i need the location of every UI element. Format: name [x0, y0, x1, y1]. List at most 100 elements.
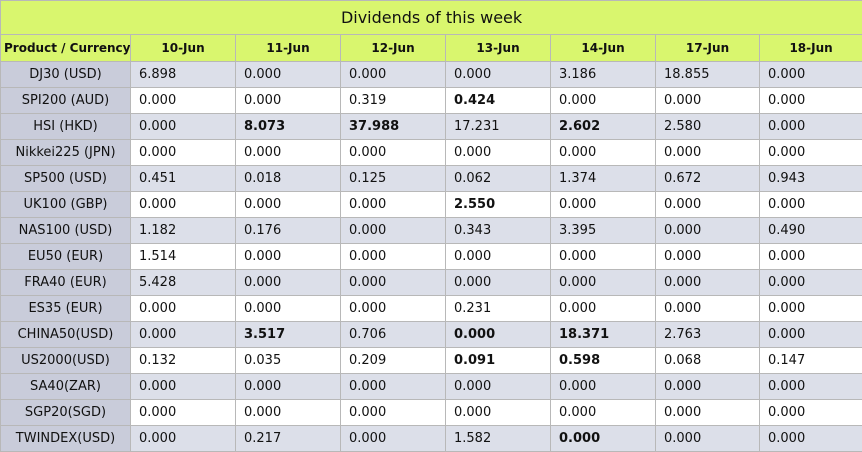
dividend-value-cell: 0.000: [760, 114, 862, 140]
column-header-date: 17-Jun: [656, 35, 760, 62]
dividend-value-cell: 0.000: [446, 322, 551, 348]
dividend-value-cell: 0.000: [551, 374, 656, 400]
dividend-value-cell: 0.000: [236, 244, 341, 270]
dividend-value-cell: 3.186: [551, 62, 656, 88]
product-cell: UK100 (GBP): [1, 192, 131, 218]
dividend-value-cell: 0.000: [236, 270, 341, 296]
dividend-value-cell: 0.000: [760, 296, 862, 322]
dividend-value-cell: 0.035: [236, 348, 341, 374]
dividend-value-cell: 0.068: [656, 348, 760, 374]
dividend-value-cell: 0.000: [656, 270, 760, 296]
dividend-value-cell: 0.000: [656, 88, 760, 114]
dividend-value-cell: 0.000: [446, 270, 551, 296]
dividend-value-cell: 0.000: [551, 88, 656, 114]
dividend-value-cell: 0.209: [341, 348, 446, 374]
dividend-value-cell: 0.000: [656, 426, 760, 452]
product-cell: SP500 (USD): [1, 166, 131, 192]
product-cell: SA40(ZAR): [1, 374, 131, 400]
dividend-value-cell: 0.490: [760, 218, 862, 244]
product-cell: ES35 (EUR): [1, 296, 131, 322]
dividend-value-cell: 0.000: [341, 192, 446, 218]
dividend-value-cell: 0.000: [236, 62, 341, 88]
column-header-date: 11-Jun: [236, 35, 341, 62]
product-cell: SGP20(SGD): [1, 400, 131, 426]
dividend-value-cell: 0.000: [656, 296, 760, 322]
dividend-value-cell: 18.855: [656, 62, 760, 88]
dividend-value-cell: 0.000: [341, 400, 446, 426]
dividend-value-cell: 0.000: [760, 244, 862, 270]
product-cell: CHINA50(USD): [1, 322, 131, 348]
dividend-value-cell: 0.132: [131, 348, 236, 374]
dividend-value-cell: 0.451: [131, 166, 236, 192]
column-header-product: Product / Currency: [1, 35, 131, 62]
dividend-value-cell: 5.428: [131, 270, 236, 296]
product-cell: Nikkei225 (JPN): [1, 140, 131, 166]
dividend-value-cell: 0.000: [760, 140, 862, 166]
product-cell: TWINDEX(USD): [1, 426, 131, 452]
product-cell: FRA40 (EUR): [1, 270, 131, 296]
dividend-value-cell: 0.000: [656, 140, 760, 166]
dividend-value-cell: 0.000: [446, 62, 551, 88]
dividend-value-cell: 0.000: [551, 270, 656, 296]
dividend-value-cell: 18.371: [551, 322, 656, 348]
column-header-date: 18-Jun: [760, 35, 862, 62]
dividend-value-cell: 0.000: [760, 400, 862, 426]
dividend-value-cell: 0.000: [551, 296, 656, 322]
dividend-value-cell: 0.000: [236, 192, 341, 218]
dividend-value-cell: 0.000: [446, 374, 551, 400]
dividend-value-cell: 0.125: [341, 166, 446, 192]
dividend-value-cell: 0.000: [551, 400, 656, 426]
dividend-value-cell: 0.000: [760, 270, 862, 296]
dividend-value-cell: 0.062: [446, 166, 551, 192]
dividend-value-cell: 0.672: [656, 166, 760, 192]
column-header-date: 13-Jun: [446, 35, 551, 62]
product-cell: HSI (HKD): [1, 114, 131, 140]
dividend-value-cell: 0.000: [656, 400, 760, 426]
dividend-value-cell: 2.580: [656, 114, 760, 140]
product-cell: US2000(USD): [1, 348, 131, 374]
column-header-date: 14-Jun: [551, 35, 656, 62]
dividend-value-cell: 0.598: [551, 348, 656, 374]
dividend-value-cell: 0.000: [236, 296, 341, 322]
dividend-value-cell: 0.000: [760, 192, 862, 218]
dividend-value-cell: 3.517: [236, 322, 341, 348]
dividend-value-cell: 0.000: [551, 192, 656, 218]
dividend-value-cell: 0.176: [236, 218, 341, 244]
dividend-value-cell: 0.000: [656, 374, 760, 400]
dividend-value-cell: 0.000: [656, 192, 760, 218]
dividend-value-cell: 0.000: [341, 270, 446, 296]
dividend-value-cell: 1.374: [551, 166, 656, 192]
dividend-value-cell: 0.000: [341, 62, 446, 88]
product-cell: EU50 (EUR): [1, 244, 131, 270]
dividend-value-cell: 0.000: [236, 400, 341, 426]
dividend-value-cell: 0.000: [131, 296, 236, 322]
dividend-value-cell: 1.582: [446, 426, 551, 452]
dividend-value-cell: 0.091: [446, 348, 551, 374]
dividend-value-cell: 0.000: [341, 426, 446, 452]
dividend-value-cell: 0.000: [341, 140, 446, 166]
dividend-value-cell: 0.000: [131, 88, 236, 114]
dividend-value-cell: 0.000: [236, 140, 341, 166]
dividend-value-cell: 0.000: [236, 88, 341, 114]
dividend-value-cell: 0.018: [236, 166, 341, 192]
dividend-value-cell: 0.000: [760, 322, 862, 348]
dividend-value-cell: 0.000: [760, 426, 862, 452]
dividend-value-cell: 0.000: [760, 62, 862, 88]
dividend-value-cell: 0.000: [656, 218, 760, 244]
dividend-value-cell: 0.000: [341, 218, 446, 244]
product-cell: NAS100 (USD): [1, 218, 131, 244]
dividend-value-cell: 0.000: [656, 244, 760, 270]
column-header-date: 10-Jun: [131, 35, 236, 62]
dividend-value-cell: 0.000: [131, 114, 236, 140]
product-cell: SPI200 (AUD): [1, 88, 131, 114]
